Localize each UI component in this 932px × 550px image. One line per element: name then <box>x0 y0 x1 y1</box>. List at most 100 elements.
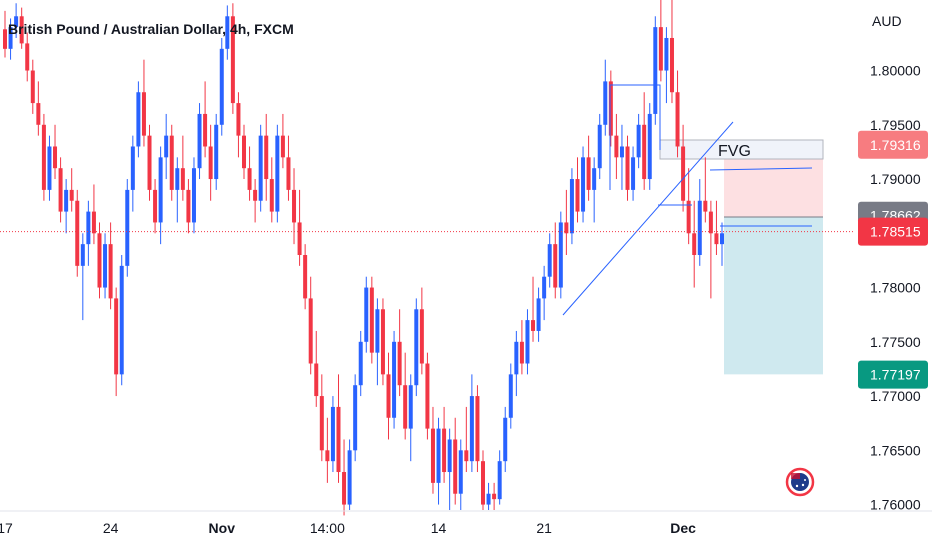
candle <box>514 330 519 397</box>
candle <box>553 222 558 299</box>
candle <box>508 363 513 429</box>
candle <box>203 81 208 158</box>
candle <box>408 374 413 462</box>
price-tick-label: 1.80000 <box>870 63 921 79</box>
trend-line[interactable] <box>562 121 734 316</box>
candle <box>164 113 169 180</box>
candle <box>519 320 524 375</box>
candle <box>330 396 335 473</box>
candle <box>258 124 263 212</box>
candle <box>636 113 641 169</box>
candle <box>119 255 124 386</box>
candle <box>614 113 619 180</box>
time-tick-label: 24 <box>103 520 119 536</box>
structure-line[interactable] <box>609 84 661 190</box>
candle <box>75 189 80 277</box>
candle <box>297 189 302 266</box>
candle <box>675 70 680 158</box>
candle <box>592 157 597 223</box>
price-axis[interactable]: 1.80000 1.79500 1.79000 1.78000 1.77500 1.770… <box>870 63 921 513</box>
candle <box>542 265 547 321</box>
candle <box>242 124 246 180</box>
candle <box>130 135 135 212</box>
candle <box>230 3 235 114</box>
candle <box>8 18 13 60</box>
candle <box>308 276 313 375</box>
candle <box>442 406 447 483</box>
time-tick-label: Nov <box>209 520 236 536</box>
candle <box>36 81 41 136</box>
candle <box>141 59 146 147</box>
candle <box>581 146 586 223</box>
candle <box>625 135 630 201</box>
candle <box>25 32 30 82</box>
candle <box>386 352 391 440</box>
candle <box>436 417 441 505</box>
candle <box>681 124 686 212</box>
candle <box>147 124 152 201</box>
candle <box>597 113 602 180</box>
candle <box>631 146 636 201</box>
time-tick-label: 17 <box>0 520 13 536</box>
price-tick-label: 1.78000 <box>870 280 921 296</box>
candle <box>80 233 85 321</box>
candle <box>41 113 46 201</box>
price-tick-label: 1.79500 <box>870 117 921 133</box>
svg-text:1.78515: 1.78515 <box>870 224 921 240</box>
candle <box>664 27 669 104</box>
candle <box>475 385 480 473</box>
candle <box>380 298 385 386</box>
candle <box>275 124 280 223</box>
time-tick-label: 14 <box>431 520 447 536</box>
candle <box>219 37 224 136</box>
candle <box>669 0 674 104</box>
candle <box>419 287 424 375</box>
candle <box>697 179 702 266</box>
time-tick-label: 21 <box>536 520 552 536</box>
candle <box>53 124 58 180</box>
candle <box>103 233 108 299</box>
candle <box>158 146 163 245</box>
candle <box>397 309 402 397</box>
candle <box>692 200 697 288</box>
candle <box>619 124 624 190</box>
candle <box>280 113 285 169</box>
candle <box>3 10 7 58</box>
candle <box>169 124 174 201</box>
candle <box>97 222 102 299</box>
candle <box>608 70 613 147</box>
candle <box>503 406 508 473</box>
candle <box>481 450 485 510</box>
candle <box>369 276 374 364</box>
candle <box>253 179 258 223</box>
candle <box>247 146 252 201</box>
candle <box>425 352 430 440</box>
candle <box>319 374 324 462</box>
candle <box>447 428 452 510</box>
candle <box>69 168 74 212</box>
candle <box>464 406 469 473</box>
candle <box>58 157 63 223</box>
candle <box>314 330 319 407</box>
time-axis[interactable]: 17 24 Nov 14:00 14 21 Dec <box>0 520 696 536</box>
candle <box>720 222 724 266</box>
take-profit-zone[interactable] <box>724 217 823 375</box>
flag-logo-icon[interactable] <box>785 467 815 497</box>
candle <box>214 113 219 190</box>
svg-text:1.77197: 1.77197 <box>870 367 921 383</box>
stop-level-line[interactable] <box>709 167 813 171</box>
candle <box>19 7 24 49</box>
candle <box>453 417 458 505</box>
candle <box>575 157 580 223</box>
candle <box>342 439 347 516</box>
candle <box>564 189 569 255</box>
candle <box>569 168 574 245</box>
candle <box>603 59 608 136</box>
price-tag: 1.79316 <box>858 130 928 159</box>
candle <box>208 124 213 201</box>
chart-title: British Pound / Australian Dollar, 4h, F… <box>8 21 294 37</box>
candle <box>175 157 180 223</box>
candle <box>658 0 663 82</box>
